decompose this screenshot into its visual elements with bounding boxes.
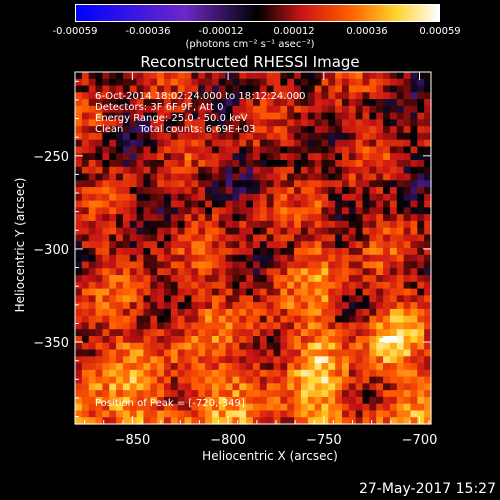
peak-marker [379, 338, 384, 343]
annotation-clean-counts: Clean Total counts: 6.69E+03 [95, 124, 256, 135]
y-axis-label: Heliocentric Y (arcsec) [13, 177, 27, 313]
colorbar-tick-label: 0.00036 [346, 26, 388, 37]
colorbar-tick-label: 0.00012 [273, 26, 315, 37]
timestamp: 27-May-2017 15:27 [358, 481, 496, 497]
colorbar-tick-label: -0.00059 [52, 26, 98, 37]
colorbar-units: (photons cm⁻² s⁻¹ asec⁻²) [185, 39, 315, 50]
x-tick-label: −800 [210, 433, 246, 448]
x-tick-label: −750 [306, 433, 342, 448]
colorbar-tick-label: 0.00059 [419, 26, 461, 37]
annotation-peak-position: Position of Peak = [-720,-349] [95, 398, 245, 409]
heatmap-image [75, 72, 432, 425]
x-tick-label: −700 [402, 433, 438, 448]
chart-title: Reconstructed RHESSI Image [140, 53, 360, 71]
colorbar-tick-label: -0.00012 [198, 26, 244, 37]
colorbar [75, 4, 440, 22]
annotation-time-range: 6-Oct-2014 18:02:24.000 to 18:12:24.000 [95, 91, 306, 102]
x-tick-label: −850 [115, 433, 151, 448]
y-tick-label: −350 [33, 336, 69, 351]
y-tick-label: −250 [33, 150, 69, 165]
annotation-energy-range: Energy Range: 25.0 - 50.0 keV [95, 113, 248, 124]
plot-frame [74, 71, 432, 425]
y-tick-label: −300 [33, 243, 69, 258]
x-axis-label: Heliocentric X (arcsec) [202, 449, 338, 463]
colorbar-tick-label: -0.00036 [125, 26, 171, 37]
annotation-detectors: Detectors: 3F 6F 9F, Att 0 [95, 102, 224, 113]
